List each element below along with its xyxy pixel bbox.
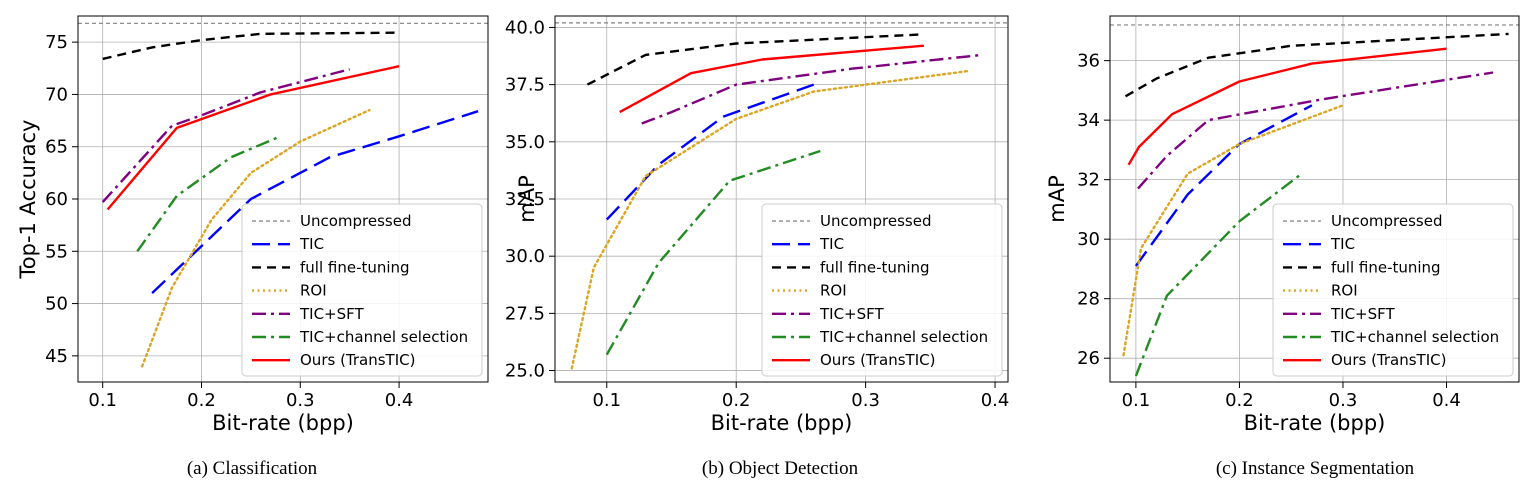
legend-label-tic: TIC bbox=[1330, 235, 1355, 253]
legend-label-full-fine-tuning: full fine-tuning bbox=[1331, 258, 1441, 276]
legend-label-uncompressed: Uncompressed bbox=[300, 212, 412, 230]
series-tic-sft bbox=[641, 53, 983, 125]
y-tick-label: 34 bbox=[1077, 110, 1100, 131]
legend-label-ours-transtic: Ours (TransTIC) bbox=[820, 351, 935, 369]
legend-label-tic-sft: TIC+SFT bbox=[299, 305, 365, 323]
legend-label-uncompressed: Uncompressed bbox=[1331, 212, 1443, 230]
legend-label-full-fine-tuning: full fine-tuning bbox=[820, 258, 930, 276]
series-full-fine-tuning bbox=[102, 31, 400, 61]
y-tick-label: 32 bbox=[1077, 170, 1100, 191]
series-ours-transtic bbox=[619, 44, 925, 114]
series-tic-sft bbox=[101, 68, 351, 203]
legend-label-ours-transtic: Ours (TransTIC) bbox=[1331, 351, 1446, 369]
legend-label-tic: TIC bbox=[299, 235, 324, 253]
legend-box bbox=[761, 203, 1003, 377]
y-tick-label: 55 bbox=[45, 241, 68, 262]
y-tick-label: 36 bbox=[1077, 51, 1100, 72]
x-tick-label: 0.3 bbox=[286, 390, 315, 411]
y-tick-label: 45 bbox=[45, 346, 68, 367]
panel-caption: (b) Object Detection bbox=[702, 458, 859, 479]
y-tick-label: 65 bbox=[45, 137, 68, 158]
series-roi bbox=[1122, 104, 1345, 357]
x-tick-label: 0.1 bbox=[592, 390, 621, 411]
y-tick-label: 30.0 bbox=[505, 246, 545, 267]
series-tic-channel-selection bbox=[136, 135, 281, 252]
series-layer bbox=[555, 22, 1008, 370]
y-tick-label: 35.0 bbox=[505, 132, 545, 153]
series-roi bbox=[570, 69, 971, 370]
y-tick-label: 28 bbox=[1077, 289, 1100, 310]
x-tick-label: 0.2 bbox=[722, 390, 751, 411]
series-tic-sft bbox=[1137, 71, 1494, 190]
x-tick-label: 0.1 bbox=[88, 390, 117, 411]
legend-label-tic-sft: TIC+SFT bbox=[1330, 305, 1396, 323]
y-tick-label: 40.0 bbox=[505, 17, 545, 38]
legend: Uncompressed TIC full fine-tuning ROI TIC+SF… bbox=[1272, 203, 1514, 377]
panel-object-detection: 0.1 0.2 0.3 0.4 25.0 27.5 30.0 32.5 35.0 37.5 40.0… bbox=[505, 15, 1010, 479]
x-tick-label: 0.4 bbox=[981, 390, 1010, 411]
x-tick-label: 0.4 bbox=[1432, 390, 1461, 411]
series-layer bbox=[1110, 24, 1519, 377]
legend-label-tic-channel-selection: TIC+channel selection bbox=[1330, 328, 1499, 346]
series-full-fine-tuning bbox=[1124, 32, 1509, 98]
legend-label-roi: ROI bbox=[1331, 282, 1358, 300]
y-axis-label: mAP bbox=[1045, 175, 1069, 223]
y-tick-label: 50 bbox=[45, 294, 68, 315]
legend-label-full-fine-tuning: full fine-tuning bbox=[300, 258, 410, 276]
legend-box bbox=[241, 203, 483, 377]
legend-label-tic-channel-selection: TIC+channel selection bbox=[299, 328, 468, 346]
plot-frame bbox=[554, 15, 1009, 383]
legend-label-uncompressed: Uncompressed bbox=[820, 212, 932, 230]
panel-caption: (a) Classification bbox=[187, 458, 318, 479]
x-axis-label: Bit-rate (bpp) bbox=[1244, 411, 1386, 435]
legend-label-roi: ROI bbox=[820, 282, 847, 300]
series-layer bbox=[78, 22, 488, 368]
x-tick-label: 0.3 bbox=[1329, 390, 1358, 411]
legend-label-tic-channel-selection: TIC+channel selection bbox=[819, 328, 988, 346]
y-tick-label: 32.5 bbox=[505, 189, 545, 210]
y-tick-label: 60 bbox=[45, 189, 68, 210]
y-tick-label: 75 bbox=[45, 32, 68, 53]
panel-caption: (c) Instance Segmentation bbox=[1216, 458, 1415, 479]
plot-frame bbox=[1109, 15, 1520, 383]
series-tic bbox=[151, 110, 479, 294]
series-tic-channel-selection bbox=[1134, 172, 1303, 377]
legend-label-tic: TIC bbox=[819, 235, 844, 253]
x-axis-label: Bit-rate (bpp) bbox=[711, 411, 853, 435]
y-axis-label: mAP bbox=[515, 175, 539, 223]
series-roi bbox=[140, 108, 371, 368]
legend-label-roi: ROI bbox=[300, 282, 327, 300]
legend-label-ours-transtic: Ours (TransTIC) bbox=[300, 351, 415, 369]
series-tic bbox=[605, 83, 815, 221]
y-axis-label: Top-1 Accuracy bbox=[16, 120, 40, 280]
series-full-fine-tuning bbox=[586, 33, 924, 86]
plot-frame bbox=[77, 15, 489, 383]
x-tick-label: 0.2 bbox=[1225, 390, 1254, 411]
panel-instance-segmentation: 0.1 0.2 0.3 0.4 26 28 30 32 34 36 Bit-rate (bpp) mA… bbox=[1045, 15, 1520, 479]
y-tick-label: 26 bbox=[1077, 348, 1100, 369]
x-tick-label: 0.4 bbox=[385, 390, 414, 411]
legend: Uncompressed TIC full fine-tuning ROI TIC+SF… bbox=[241, 203, 483, 377]
panel-classification: 0.1 0.2 0.3 0.4 45 50 55 60 65 70 75 Bit-rate (bpp)… bbox=[16, 15, 489, 479]
x-tick-label: 0.3 bbox=[851, 390, 880, 411]
legend-box bbox=[1272, 203, 1514, 377]
y-tick-label: 30 bbox=[1077, 229, 1100, 250]
legend-label-tic-sft: TIC+SFT bbox=[819, 305, 885, 323]
y-tick-label: 25.0 bbox=[505, 361, 545, 382]
y-tick-label: 37.5 bbox=[505, 75, 545, 96]
x-axis-label: Bit-rate (bpp) bbox=[212, 411, 354, 435]
series-ours-transtic bbox=[106, 65, 400, 211]
x-tick-label: 0.1 bbox=[1122, 390, 1151, 411]
series-ours-transtic bbox=[1127, 47, 1447, 166]
y-tick-label: 27.5 bbox=[505, 303, 545, 324]
legend: Uncompressed TIC full fine-tuning ROI TIC+SF… bbox=[761, 203, 1003, 377]
x-tick-label: 0.2 bbox=[187, 390, 216, 411]
y-tick-label: 70 bbox=[45, 84, 68, 105]
